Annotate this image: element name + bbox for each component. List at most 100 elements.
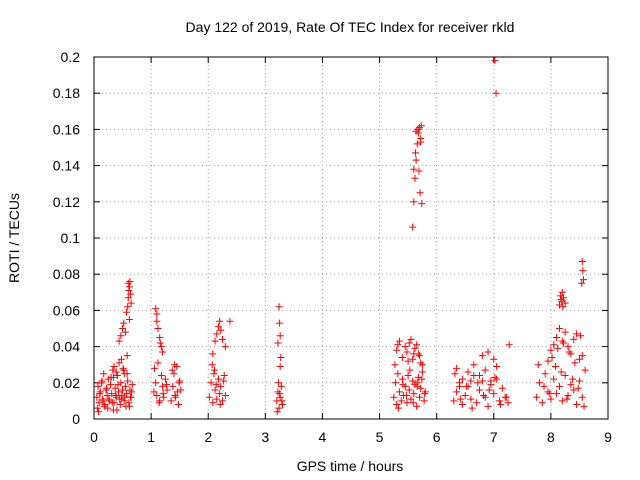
data-point [96,390,104,398]
data-point [105,397,113,405]
data-point [541,370,549,378]
data-point [124,303,132,311]
data-point [124,377,132,385]
y-tick-label: 0 [72,411,80,427]
y-axis-label: ROTI / TECUs [6,193,22,283]
data-point [220,377,228,385]
data-point [417,359,425,367]
data-point [152,305,160,313]
data-point [157,372,165,380]
data-point [125,283,133,291]
data-point [558,397,566,405]
data-point [108,390,116,398]
data-point [418,200,426,208]
data-point [558,337,566,345]
data-point [275,404,283,412]
data-point [104,375,112,383]
data-point [413,379,421,387]
data-point [421,390,429,398]
data-point [411,344,419,352]
data-point [456,382,464,390]
data-point [504,399,512,407]
data-point [103,384,111,392]
data-point [478,377,486,385]
data-point [111,384,119,392]
data-point [273,408,281,416]
data-point [495,397,503,405]
data-point [170,370,178,378]
data-point [217,326,225,334]
data-point [558,288,566,296]
data-point [173,388,181,396]
data-point [126,386,134,394]
data-point [128,388,136,396]
data-point [403,399,411,407]
grid-lines [94,57,608,419]
data-point [404,357,412,365]
data-point [565,348,573,356]
data-point [125,286,133,294]
data-point [117,332,125,340]
data-point [156,334,164,342]
data-point [108,399,116,407]
data-point [112,391,120,399]
data-point [497,401,505,409]
data-point [128,381,136,389]
x-tick-label: 1 [147,429,155,445]
x-tick-label: 2 [204,429,212,445]
data-point [160,393,168,401]
data-point [278,401,286,409]
x-tick-label: 6 [433,429,441,445]
data-point [171,391,179,399]
data-point [569,375,577,383]
data-point [163,386,171,394]
data-point [112,393,120,401]
data-point [109,373,117,381]
data-point [544,357,552,365]
data-point [416,124,424,132]
data-point [414,373,422,381]
data-point [276,332,284,340]
data-point [213,330,221,338]
data-point [557,292,565,300]
data-point [578,258,586,266]
data-point [414,125,422,133]
data-point [573,401,581,409]
data-point [416,352,424,360]
data-point [122,402,130,410]
data-point [580,402,588,410]
x-tick-label: 5 [376,429,384,445]
data-point [398,353,406,361]
data-point [575,355,583,363]
data-point [124,279,132,287]
x-tick-label: 8 [547,429,555,445]
data-point [153,317,161,325]
data-point [559,294,567,302]
data-point [119,325,127,332]
data-point [399,381,407,389]
data-point [210,370,218,378]
data-point [402,391,410,399]
data-point [410,390,418,398]
data-point [555,325,563,332]
data-point [101,401,109,409]
data-point [278,397,286,405]
data-point [394,404,402,412]
data-point [406,366,414,374]
data-point [393,401,401,409]
data-point [563,395,571,403]
data-point [409,399,417,407]
data-point [476,386,483,394]
data-point [470,361,478,369]
data-point [120,366,128,374]
data-point [213,395,221,403]
x-tick-label: 4 [319,429,327,445]
data-point [567,381,575,389]
data-point [404,372,412,380]
data-point [390,393,398,401]
data-point [570,386,578,394]
data-point [161,375,169,383]
data-point [548,353,556,361]
data-point [411,174,419,182]
